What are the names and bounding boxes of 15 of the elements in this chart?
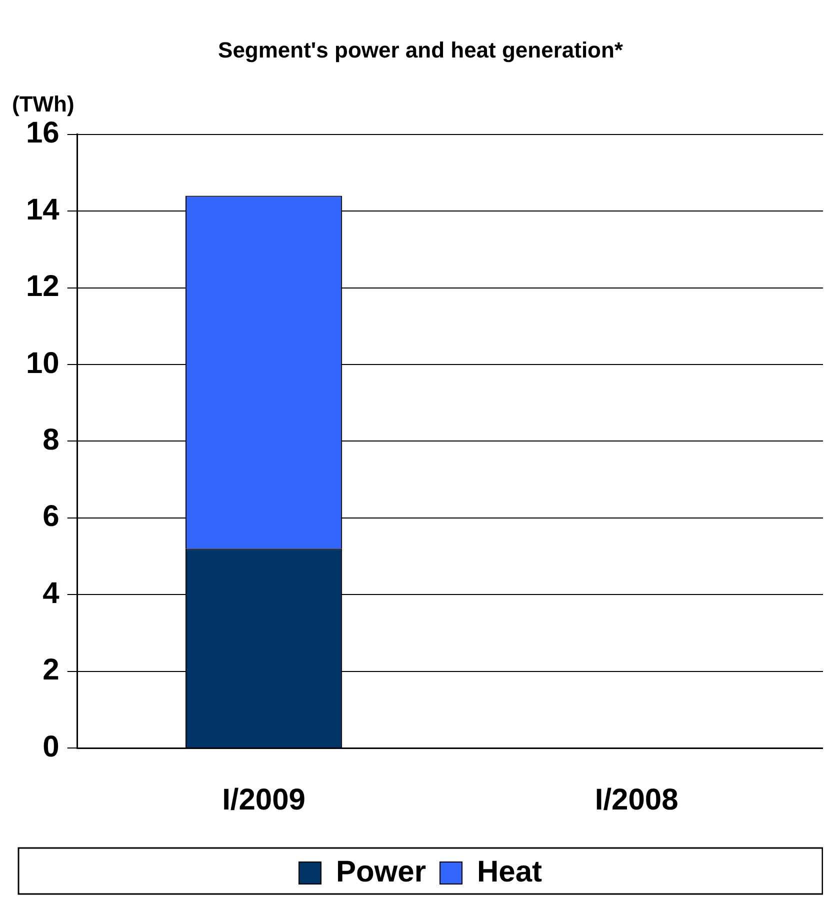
y-tick-label: 10	[26, 346, 60, 380]
y-tick-label: 14	[26, 193, 60, 226]
legend-label: Heat	[477, 855, 542, 888]
y-tick-label: 12	[26, 270, 60, 304]
y-tick-label: 2	[42, 654, 60, 687]
chart-title: Segment's power and heat generation*	[218, 37, 624, 62]
y-tick-label: 8	[42, 423, 60, 456]
y-axis-title: (TWh)	[12, 91, 74, 116]
y-tick-label: 4	[42, 576, 60, 610]
y-tick-label: 6	[42, 500, 60, 534]
legend-label: Power	[336, 855, 426, 888]
y-tick-label: 16	[26, 116, 60, 150]
y-tick-label: 0	[42, 730, 60, 764]
x-tick-label: I/2008	[594, 783, 678, 816]
x-tick-label: I/2009	[222, 783, 306, 816]
